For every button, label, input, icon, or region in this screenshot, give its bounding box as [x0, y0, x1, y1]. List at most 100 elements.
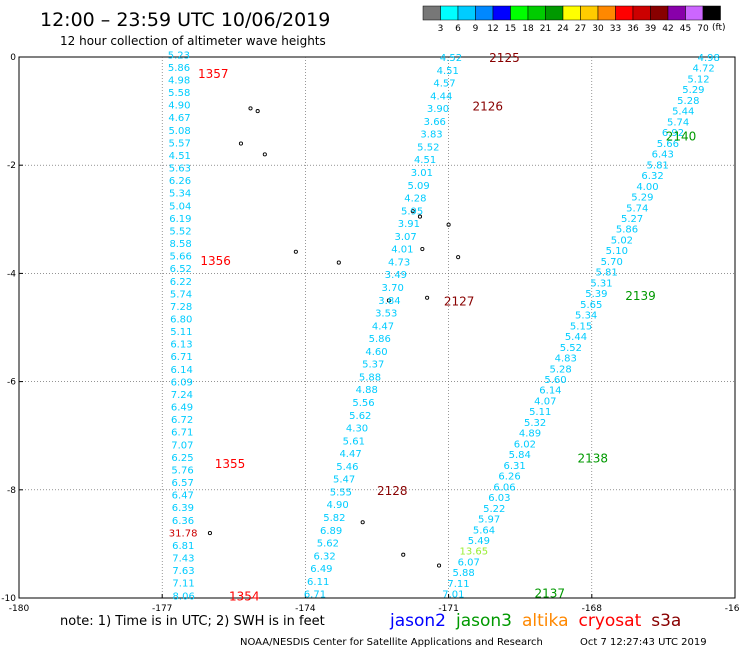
credit-text: NOAA/NESDIS Center for Satellite Applica…	[240, 637, 543, 648]
swh-value: 6.32	[314, 551, 336, 562]
swh-value: 4.51	[414, 155, 436, 166]
island-outline	[238, 141, 244, 146]
swh-value: 6.19	[169, 214, 191, 225]
swh-value: 6.71	[170, 352, 192, 363]
swh-value: 5.11	[170, 327, 192, 338]
colorbar-label: 12	[487, 24, 498, 34]
swh-value: 4.89	[519, 429, 541, 440]
swh-value: 4.28	[404, 194, 426, 205]
swh-value: 4.60	[365, 347, 387, 358]
island-outline	[262, 152, 267, 157]
swh-value: 7.11	[447, 579, 469, 590]
swh-value: 5.61	[343, 436, 365, 447]
colorbar-swatch	[510, 5, 529, 21]
swh-value: 3.84	[378, 296, 400, 307]
swh-value: 3.01	[411, 168, 433, 179]
swh-value: 5.74	[667, 117, 689, 128]
satellite-legend: jason2 jason3 altika cryosat s3a	[389, 611, 681, 631]
swh-value: 6.09	[171, 377, 193, 388]
swh-value: 5.10	[606, 246, 628, 257]
swh-value: 5.34	[575, 311, 597, 322]
swh-value: 5.39	[585, 289, 607, 300]
colorbar-label: 36	[627, 24, 639, 34]
swh-value: 5.02	[611, 235, 633, 246]
colorbar-swatch	[580, 5, 599, 21]
swh-value: 6.13	[170, 340, 192, 351]
pass-number: 1357	[198, 67, 229, 81]
swh-value: 7.24	[171, 390, 193, 401]
swh-value: 5.86	[168, 63, 190, 74]
swh-value: 5.47	[333, 475, 355, 486]
swh-value: 3.49	[385, 270, 407, 281]
island-outline	[446, 222, 451, 227]
swh-value: 5.64	[473, 525, 495, 536]
swh-value: 5.66	[170, 252, 192, 263]
swh-value: 6.71	[304, 590, 326, 601]
island-outline	[255, 109, 260, 114]
colorbar-label: 39	[645, 24, 657, 34]
swh-value: 5.29	[631, 193, 653, 204]
colorbar-label: 24	[557, 24, 569, 34]
swh-value: 6.31	[504, 461, 526, 472]
swh-value: 6.02	[514, 439, 536, 450]
colorbar-swatch	[597, 5, 616, 21]
swh-value: 5.57	[169, 138, 191, 149]
swh-value: 6.72	[171, 415, 193, 426]
island-outline	[248, 106, 253, 111]
swh-value: 6.36	[172, 516, 194, 527]
swh-value: 7.01	[442, 590, 464, 601]
swh-value: 5.62	[317, 539, 339, 550]
swh-value: 4.44	[430, 91, 452, 102]
pass-number: 2127	[444, 294, 475, 308]
swh-value: 5.63	[169, 164, 191, 175]
swh-value: 6.22	[170, 277, 192, 288]
pass-number: 1354	[229, 589, 260, 603]
swh-value: 5.76	[171, 465, 193, 476]
colorbar-swatch	[440, 5, 459, 21]
plot-frame	[18, 56, 736, 599]
swh-value: 5.88	[359, 372, 381, 383]
swh-value: 6.49	[171, 403, 193, 414]
swh-value: 4.51	[437, 66, 459, 77]
swh-value: 4.07	[534, 396, 556, 407]
swh-value: 5.23	[168, 50, 190, 61]
pass-number: 2137	[535, 587, 566, 601]
island-outline	[336, 260, 341, 265]
swh-value: 5.60	[544, 375, 566, 386]
colorbar-label: 42	[662, 24, 673, 34]
swh-value: 31.78	[169, 528, 198, 539]
swh-value: 5.46	[336, 462, 358, 473]
swh-value: 7.11	[172, 579, 194, 590]
swh-value: 4.30	[346, 424, 368, 435]
island-outline	[360, 520, 365, 525]
swh-value: 5.09	[407, 181, 429, 192]
swh-value: 5.28	[549, 364, 571, 375]
colorbar-swatch	[457, 5, 476, 21]
swh-value: 3.66	[424, 117, 446, 128]
swh-value: 5.82	[323, 513, 345, 524]
swh-value: 8.58	[169, 239, 191, 250]
colorbar-label: 45	[680, 24, 691, 34]
island-outline	[207, 531, 212, 536]
swh-value: 7.43	[172, 554, 194, 565]
colorbar-swatch	[527, 5, 546, 21]
swh-value: 7.28	[170, 302, 192, 313]
colorbar-swatch	[492, 5, 511, 21]
swh-value: 6.14	[171, 365, 193, 376]
y-tick-label: -8	[7, 486, 16, 496]
pass-number: 2140	[666, 129, 697, 143]
swh-value: 4.52	[440, 53, 462, 64]
swh-value: 6.89	[320, 526, 342, 537]
colorbar-swatch	[685, 5, 704, 21]
swh-value: 5.52	[169, 226, 191, 237]
swh-value: 5.56	[352, 398, 374, 409]
swh-value: 4.01	[391, 245, 413, 256]
colorbar-label: 3	[438, 24, 444, 34]
swh-value: 5.81	[647, 160, 669, 171]
swh-value: 6.81	[172, 541, 194, 552]
swh-value: 6.92	[662, 128, 684, 139]
legend-s3a: s3a	[651, 611, 681, 631]
x-tick-label: -168	[582, 604, 603, 614]
swh-value: 5.44	[565, 332, 587, 343]
colorbar-swatch	[562, 5, 581, 21]
